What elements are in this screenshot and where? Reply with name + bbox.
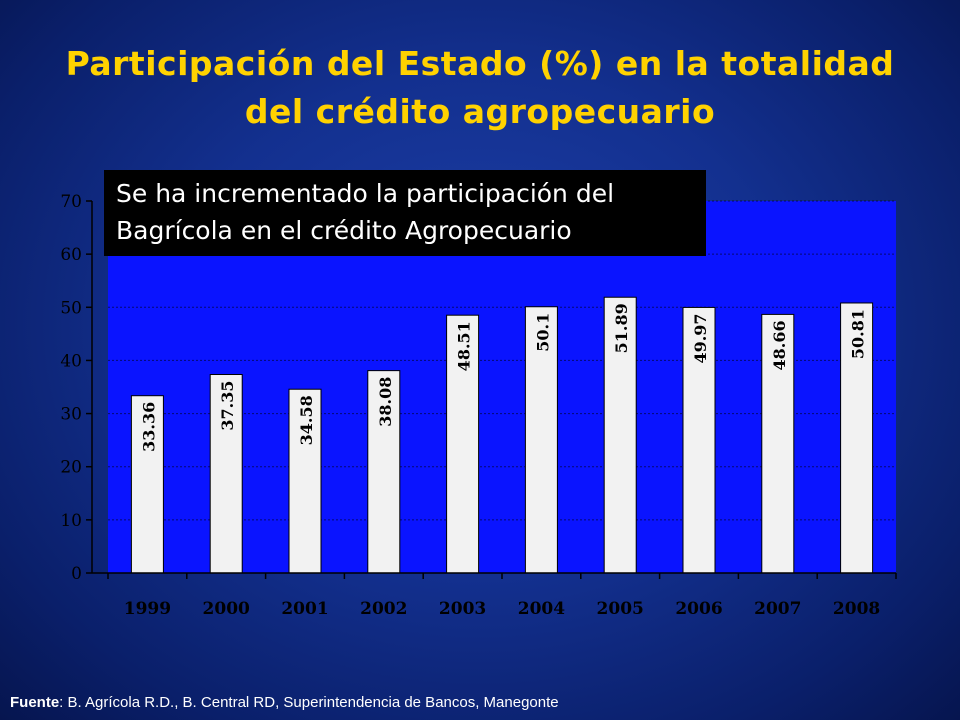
data-label: 51.89 xyxy=(612,303,631,353)
x-tick-label: 2007 xyxy=(754,599,801,619)
y-tick-label: 50 xyxy=(60,298,82,318)
annotation-line-1: Se ha incrementado la participación del xyxy=(116,179,615,208)
x-tick-label: 2005 xyxy=(597,599,644,619)
bar xyxy=(446,314,480,574)
annotation-line-2: Bagrícola en el crédito Agropecuario xyxy=(116,216,572,245)
data-label: 33.36 xyxy=(139,402,158,452)
annotation-box: Se ha incrementado la participación del … xyxy=(104,170,706,256)
x-tick-label: 2002 xyxy=(360,599,407,619)
y-ticks: 0 10 20 30 40 50 60 70 xyxy=(60,192,92,584)
bar xyxy=(603,296,637,574)
y-tick-label: 20 xyxy=(60,458,82,478)
data-label: 37.35 xyxy=(218,381,237,431)
bars xyxy=(130,296,874,574)
y-tick-label: 0 xyxy=(71,564,82,584)
data-label: 34.58 xyxy=(297,395,316,445)
bar xyxy=(367,370,401,574)
data-labels: 33.36 37.35 34.58 38.08 48.51 50.1 51.89 49.97 4… xyxy=(139,303,867,452)
data-label: 38.08 xyxy=(376,377,395,427)
y-tick-label: 60 xyxy=(60,245,82,265)
bar xyxy=(209,374,243,574)
y-tick-label: 40 xyxy=(60,351,82,371)
title-line-1: Participación del Estado (%) en la total… xyxy=(65,44,895,83)
data-label: 49.97 xyxy=(691,313,710,363)
y-tick-label: 10 xyxy=(60,511,82,531)
x-tick-label: 2008 xyxy=(833,599,880,619)
bar xyxy=(288,388,322,574)
bar xyxy=(761,313,795,574)
x-tick-label: 2001 xyxy=(281,599,328,619)
data-label: 48.51 xyxy=(455,321,474,371)
x-tick-label: 2000 xyxy=(203,599,250,619)
x-tick-label: 2006 xyxy=(675,599,722,619)
x-tick-label: 2004 xyxy=(518,599,565,619)
source-label: Fuente xyxy=(10,694,60,711)
source-text: : B. Agrícola R.D., B. Central RD, Super… xyxy=(59,694,559,711)
bar xyxy=(840,302,874,574)
title-line-2: del crédito agropecuario xyxy=(244,92,716,131)
bar xyxy=(130,395,164,574)
bar xyxy=(524,306,558,574)
data-label: 50.81 xyxy=(849,309,868,359)
chart-title: Participación del Estado (%) en la total… xyxy=(40,40,920,136)
y-tick-label: 30 xyxy=(60,405,82,425)
data-label: 50.1 xyxy=(533,313,552,352)
data-label: 48.66 xyxy=(770,320,789,370)
x-ticks: 1999 2000 2001 2002 2003 2004 2005 2006 2007 2008 xyxy=(107,573,897,619)
x-tick-label: 1999 xyxy=(124,599,171,619)
y-tick-label: 70 xyxy=(60,192,82,212)
source-note: Fuente: B. Agrícola R.D., B. Central RD,… xyxy=(10,694,559,711)
bar xyxy=(682,306,716,574)
x-tick-label: 2003 xyxy=(439,599,486,619)
